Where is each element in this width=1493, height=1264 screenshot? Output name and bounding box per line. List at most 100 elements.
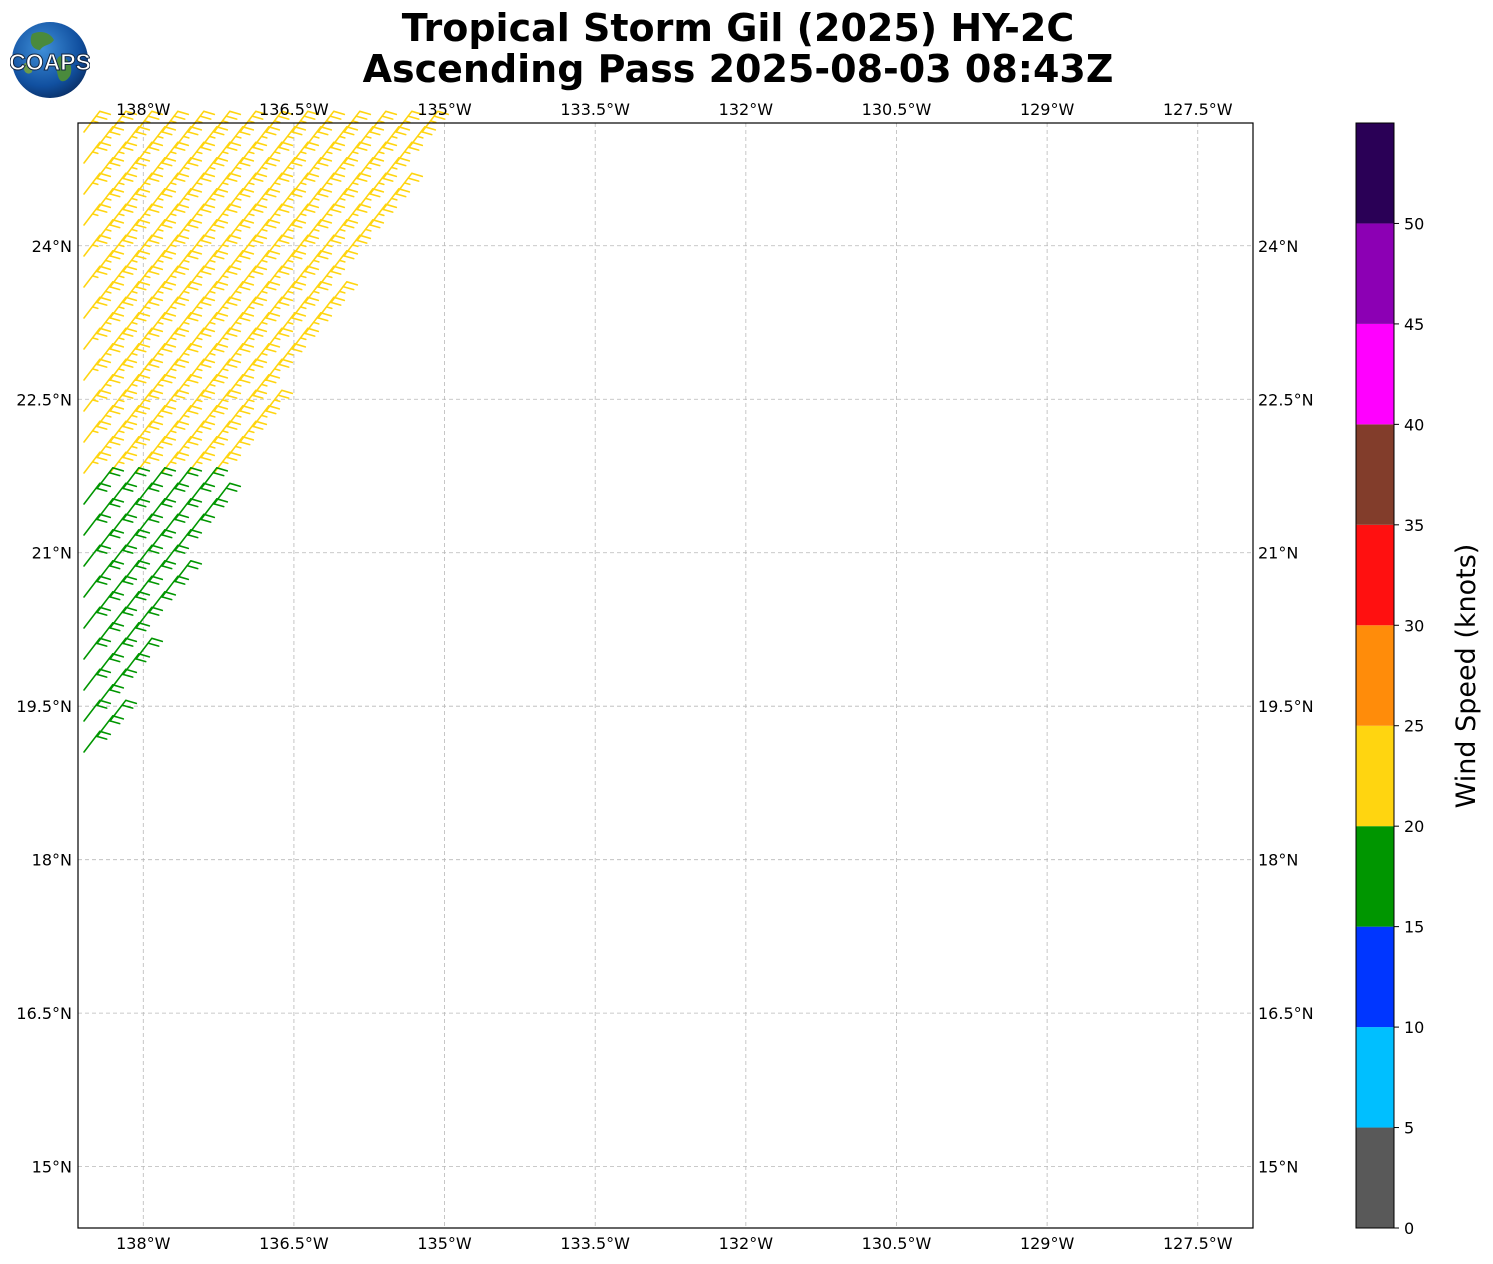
wind-barb <box>265 141 294 164</box>
wind-barb <box>252 405 281 428</box>
wind-barb <box>161 575 190 598</box>
wind-barb <box>96 560 125 583</box>
colorbar-bin <box>1356 223 1394 324</box>
wind-barb <box>187 327 216 350</box>
wind-barb <box>330 126 359 149</box>
lon-tick-label-bottom: 130.5°W <box>862 1234 932 1253</box>
wind-barb <box>291 172 320 195</box>
wind-barb <box>135 451 164 474</box>
wind-barb <box>200 157 229 180</box>
colorbar-bin <box>1356 826 1394 927</box>
wind-barb <box>252 374 281 397</box>
wind-barb <box>174 529 203 552</box>
colorbar-bin <box>1356 625 1394 726</box>
wind-barb <box>83 389 112 412</box>
wind-barb <box>213 141 242 164</box>
wind-barb <box>96 312 125 335</box>
wind-barb <box>317 234 346 257</box>
wind-barb <box>148 560 177 583</box>
wind-barb <box>200 498 229 521</box>
wind-barb <box>343 141 372 164</box>
wind-barb <box>96 498 125 521</box>
wind-barb <box>226 312 255 335</box>
wind-barb <box>83 668 112 691</box>
wind-barb <box>265 358 294 381</box>
wind-barb <box>109 668 138 691</box>
wind-barb <box>330 250 359 273</box>
wind-barb <box>161 110 190 133</box>
wind-barb <box>109 172 138 195</box>
wind-barb <box>252 250 281 273</box>
wind-barb <box>109 420 138 443</box>
lon-tick-label-top: 130.5°W <box>862 100 932 119</box>
wind-barb <box>395 172 424 195</box>
wind-barb <box>174 405 203 428</box>
wind-barb <box>109 110 138 133</box>
wind-barb <box>291 296 320 319</box>
wind-barb <box>96 715 125 738</box>
wind-barb <box>135 389 164 412</box>
wind-barb <box>213 358 242 381</box>
wind-barb <box>109 389 138 412</box>
colorbar-label: Wind Speed (knots) <box>1451 544 1482 809</box>
wind-barb <box>239 358 268 381</box>
wind-barb <box>148 374 177 397</box>
wind-barb <box>148 529 177 552</box>
wind-barb <box>96 374 125 397</box>
wind-barb <box>96 250 125 273</box>
wind-barb <box>187 482 216 505</box>
wind-barb <box>369 141 398 164</box>
wind-barb <box>239 172 268 195</box>
wind-barb <box>96 467 125 490</box>
wind-barb <box>265 203 294 226</box>
wind-barb <box>304 281 333 304</box>
wind-barb <box>122 529 151 552</box>
wind-barb <box>265 172 294 195</box>
wind-barb <box>161 513 190 536</box>
lon-tick-label-bottom: 129°W <box>1020 1234 1075 1253</box>
wind-barb <box>148 498 177 521</box>
wind-barb <box>291 265 320 288</box>
wind-barb <box>148 312 177 335</box>
lat-tick-label-left: 24°N <box>32 237 72 256</box>
wind-barb <box>96 157 125 180</box>
wind-barb <box>200 343 229 366</box>
wind-barb <box>83 420 112 443</box>
wind-barb <box>265 265 294 288</box>
wind-barb <box>213 172 242 195</box>
wind-barb <box>187 265 216 288</box>
wind-barb <box>135 420 164 443</box>
lon-tick-label-top: 127.5°W <box>1163 100 1233 119</box>
colorbar-tick-labels: 0 5 10 15 20 25 30 35 40 45 50 <box>1394 214 1424 1238</box>
wind-barb <box>122 560 151 583</box>
wind-barb <box>239 203 268 226</box>
lat-tick-label-left: 22.5°N <box>16 390 72 409</box>
wind-barb <box>252 312 281 335</box>
wind-barb <box>330 188 359 211</box>
wind-barb <box>265 389 294 412</box>
wind-barb <box>200 250 229 273</box>
wind-barb <box>213 110 242 133</box>
wind-barb <box>122 622 151 645</box>
wind-barb <box>109 327 138 350</box>
wind-barb <box>226 250 255 273</box>
wind-barb <box>96 591 125 614</box>
wind-barb <box>356 219 385 242</box>
wind-barb <box>96 188 125 211</box>
wind-barb <box>239 420 268 443</box>
wind-barb <box>122 405 151 428</box>
colorbar-bin <box>1356 424 1394 525</box>
lat-tick-label-left: 15°N <box>32 1158 72 1177</box>
wind-barb <box>187 513 216 536</box>
wind-barb <box>83 699 112 722</box>
wind-barb <box>278 126 307 149</box>
wind-barb <box>83 141 112 164</box>
wind-barb <box>317 172 346 195</box>
colorbar-bin <box>1356 725 1394 827</box>
wind-barb <box>148 250 177 273</box>
wind-barb <box>317 110 346 133</box>
wind-barb <box>200 405 229 428</box>
wind-barb <box>200 436 229 459</box>
wind-barb <box>356 126 385 149</box>
wind-barb <box>122 653 151 676</box>
